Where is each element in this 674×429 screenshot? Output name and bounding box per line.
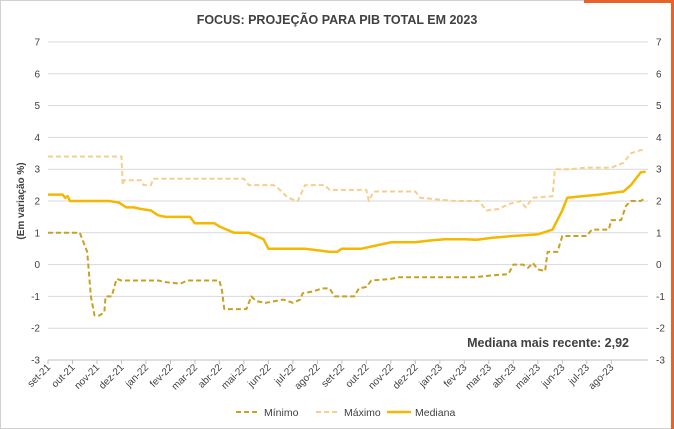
x-axis: set-21out-21nov-21dez-21jan-22fev-22mar-…	[26, 360, 617, 393]
y-tick-label-left: -1	[31, 292, 40, 303]
x-tick-label: jun-22	[245, 362, 273, 390]
y-tick-label-left: 7	[34, 38, 40, 49]
x-tick-label: jun-23	[539, 362, 567, 390]
accent-bar-top	[584, 0, 674, 3]
x-tick-label: mar-23	[464, 362, 494, 392]
y-tick-label-left: 1	[34, 228, 40, 239]
gridlines	[48, 41, 648, 361]
legend-label: Máximo	[344, 407, 381, 419]
y-axis-left: -3 -2 -1 0 1 2 3 4 5 6 7	[31, 38, 40, 367]
x-tick-label: jan-22	[123, 362, 151, 390]
y-tick-label-right: 6	[656, 69, 662, 80]
x-tick-label: mai-23	[514, 362, 544, 392]
y-tick-label-left: -2	[31, 324, 40, 335]
x-tick-label: nov-22	[367, 362, 397, 392]
y-tick-label-right: 3	[656, 165, 662, 176]
series-lines	[48, 149, 647, 317]
x-tick-label: dez-22	[391, 362, 421, 392]
chart-title: FOCUS: PROJEÇÃO PARA PIB TOTAL EM 2023	[197, 12, 478, 27]
y-tick-label-right: -3	[656, 356, 665, 367]
y-tick-label-right: 1	[656, 228, 662, 239]
legend-label: Mediana	[415, 407, 455, 419]
x-tick-label: ago-22	[293, 362, 323, 392]
y-tick-label-right: -1	[656, 292, 665, 303]
y-axis-right: -3 -2 -1 0 1 2 3 4 5 6 7	[656, 38, 665, 367]
series-line-2	[48, 149, 646, 212]
x-tick-label: ago-23	[587, 362, 617, 392]
x-tick-label: nov-21	[73, 362, 103, 392]
accent-bar-right	[671, 0, 674, 429]
y-tick-label-left: 5	[34, 101, 40, 112]
y-tick-label-right: 5	[656, 101, 662, 112]
legend: Mínimo Máximo Mediana	[236, 407, 455, 419]
series-line-3	[48, 170, 646, 254]
x-tick-label: mai-22	[220, 362, 250, 392]
y-axis-label: (Em variação %)	[16, 162, 27, 239]
y-tick-label-left: 3	[34, 165, 40, 176]
y-tick-label-right: 4	[656, 133, 662, 144]
legend-label: Mínimo	[264, 407, 299, 419]
y-tick-label-right: 7	[656, 38, 662, 49]
x-tick-label: dez-21	[97, 362, 127, 392]
y-tick-label-left: -3	[31, 356, 40, 367]
series-line-1	[48, 196, 647, 317]
y-tick-label-left: 2	[34, 197, 40, 208]
latest-median-annotation: Mediana mais recente: 2,92	[467, 336, 629, 350]
y-tick-label-left: 4	[34, 133, 40, 144]
x-tick-label: set-22	[320, 362, 348, 390]
x-tick-label: jan-23	[417, 362, 445, 390]
y-tick-label-left: 6	[34, 69, 40, 80]
y-tick-label-right: 2	[656, 197, 662, 208]
y-tick-label-right: 0	[656, 260, 662, 271]
x-tick-label: mar-22	[170, 362, 200, 392]
y-tick-label-left: 0	[34, 260, 40, 271]
y-tick-label-right: -2	[656, 324, 665, 335]
